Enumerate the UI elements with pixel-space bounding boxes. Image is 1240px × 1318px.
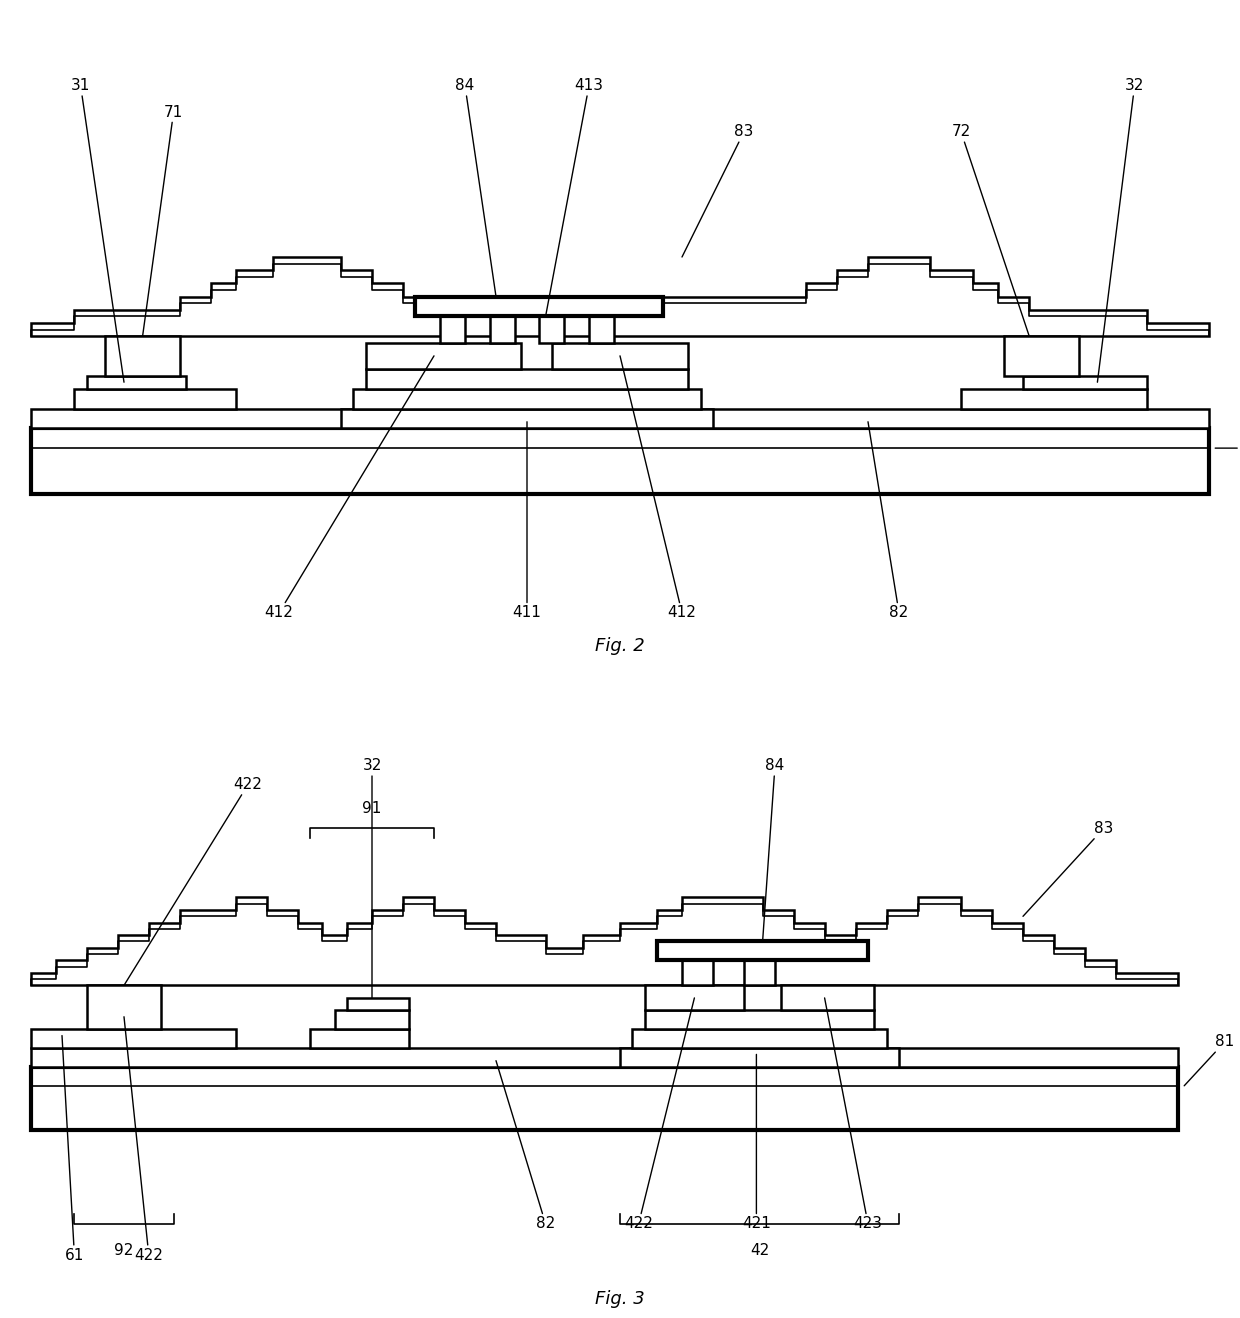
Polygon shape [440, 316, 465, 343]
Text: 71: 71 [143, 104, 184, 336]
Polygon shape [366, 369, 688, 389]
Polygon shape [31, 428, 1209, 494]
Polygon shape [632, 1029, 887, 1048]
Polygon shape [353, 389, 701, 409]
Text: 412: 412 [264, 356, 434, 621]
Text: 81: 81 [1215, 440, 1240, 456]
Polygon shape [335, 1011, 409, 1029]
Text: 83: 83 [1023, 821, 1114, 916]
Text: 81: 81 [1184, 1035, 1235, 1086]
Polygon shape [1023, 376, 1147, 389]
Polygon shape [589, 316, 614, 343]
Text: 82: 82 [868, 422, 909, 621]
Text: 412: 412 [620, 356, 697, 621]
Polygon shape [31, 257, 1209, 336]
Polygon shape [31, 1029, 236, 1048]
Polygon shape [1004, 336, 1079, 376]
Text: 84: 84 [763, 758, 785, 941]
Polygon shape [31, 409, 1209, 428]
Text: 422: 422 [624, 998, 694, 1231]
Text: 61: 61 [62, 1036, 84, 1263]
Text: Fig. 3: Fig. 3 [595, 1290, 645, 1309]
Text: 82: 82 [496, 1061, 556, 1231]
Polygon shape [87, 986, 161, 1029]
Text: Fig. 2: Fig. 2 [595, 637, 645, 655]
Polygon shape [415, 297, 663, 316]
Text: 423: 423 [825, 998, 883, 1231]
Polygon shape [87, 376, 186, 389]
Polygon shape [682, 961, 713, 986]
Text: 72: 72 [951, 124, 1029, 336]
Polygon shape [31, 898, 1178, 986]
Text: 92: 92 [114, 1243, 134, 1257]
Text: 421: 421 [742, 1054, 771, 1231]
Text: 32: 32 [362, 758, 382, 998]
Polygon shape [74, 389, 236, 409]
Polygon shape [781, 986, 874, 1011]
Polygon shape [347, 998, 409, 1011]
Polygon shape [31, 1048, 1178, 1068]
Polygon shape [490, 316, 515, 343]
Text: 413: 413 [546, 78, 604, 316]
Polygon shape [744, 961, 775, 986]
Polygon shape [645, 986, 744, 1011]
Polygon shape [961, 389, 1147, 409]
Text: 411: 411 [512, 422, 542, 621]
Text: 422: 422 [124, 778, 263, 986]
Text: 32: 32 [1097, 78, 1145, 382]
Polygon shape [657, 941, 868, 961]
Text: 84: 84 [455, 78, 496, 297]
Polygon shape [620, 1048, 899, 1068]
Polygon shape [105, 336, 180, 376]
Text: 83: 83 [682, 124, 754, 257]
Text: 31: 31 [71, 78, 124, 382]
Polygon shape [539, 316, 564, 343]
Text: 422: 422 [124, 1016, 164, 1263]
Polygon shape [341, 409, 713, 428]
Text: 42: 42 [750, 1243, 769, 1257]
Polygon shape [31, 1068, 1178, 1130]
Polygon shape [310, 1029, 409, 1048]
Polygon shape [366, 343, 521, 369]
Text: 91: 91 [362, 801, 382, 816]
Polygon shape [645, 1011, 874, 1029]
Polygon shape [552, 343, 688, 369]
